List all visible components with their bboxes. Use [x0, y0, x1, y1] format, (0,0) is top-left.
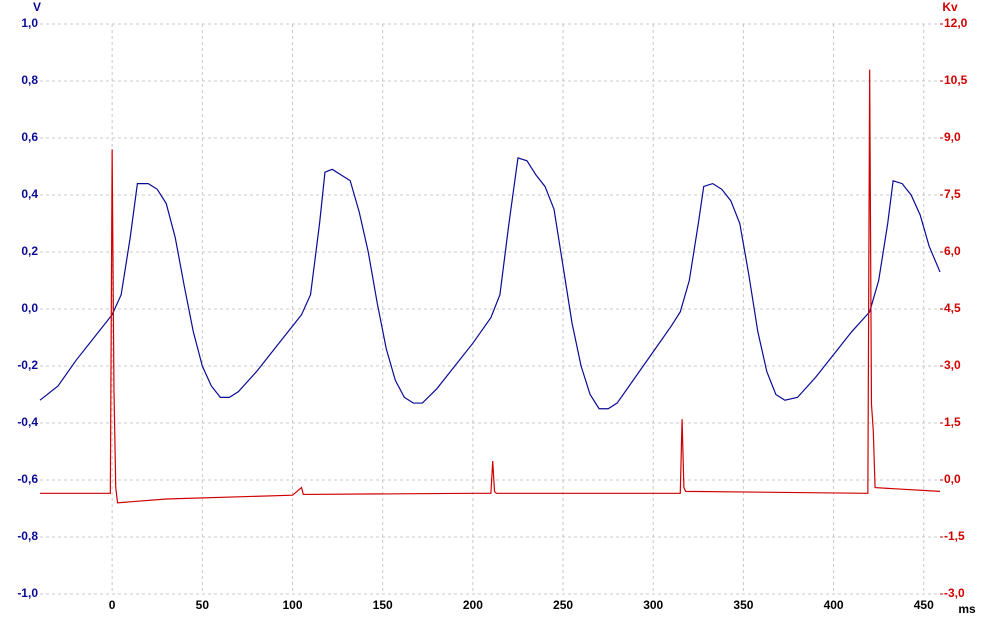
y2-tick-label: 3,0 — [944, 358, 961, 372]
y2-tick-label: 10,5 — [944, 73, 968, 87]
y2-tick-label: 9,0 — [944, 130, 961, 144]
y-tick-label: 0,2 — [21, 244, 38, 258]
x-tick-label: 0 — [109, 598, 116, 612]
x-tick-label: 100 — [282, 598, 302, 612]
x-tick-label: 450 — [914, 598, 934, 612]
y-tick-label: 0,6 — [21, 130, 38, 144]
x-tick-label: 350 — [733, 598, 753, 612]
x-tick-label: 200 — [463, 598, 483, 612]
series-line — [40, 69, 941, 504]
y2-tick-label: 4,5 — [944, 301, 961, 315]
y-tick-label: 0,0 — [21, 301, 38, 315]
y-tick-label: -0,8 — [17, 529, 38, 543]
y-tick-label: 1,0 — [21, 16, 38, 30]
x-axis-label: ms — [958, 602, 976, 616]
y2-tick-label: 6,0 — [944, 244, 961, 258]
y-tick-label: 0,8 — [21, 73, 38, 87]
x-tick-label: 300 — [643, 598, 663, 612]
y2-axis-label: Kv — [942, 0, 958, 14]
x-tick-label: 150 — [373, 598, 393, 612]
x-tick-label: 250 — [553, 598, 573, 612]
y-tick-label: -0,4 — [17, 415, 38, 429]
y2-tick-label: -3,0 — [944, 586, 965, 600]
x-tick-label: 50 — [196, 598, 210, 612]
x-tick-label: 400 — [824, 598, 844, 612]
y-tick-label: -1,0 — [17, 586, 38, 600]
y2-tick-label: 1,5 — [944, 415, 961, 429]
y2-tick-label: -1,5 — [944, 529, 965, 543]
y-axis-label: V — [33, 0, 41, 14]
y-tick-label: -0,6 — [17, 472, 38, 486]
series-line — [39, 157, 941, 410]
y2-tick-label: 0,0 — [944, 472, 961, 486]
y2-tick-label: 7,5 — [944, 187, 961, 201]
y-tick-label: 0,4 — [21, 187, 38, 201]
y2-tick-label: 12,0 — [944, 16, 968, 30]
y-tick-label: -0,2 — [17, 358, 38, 372]
